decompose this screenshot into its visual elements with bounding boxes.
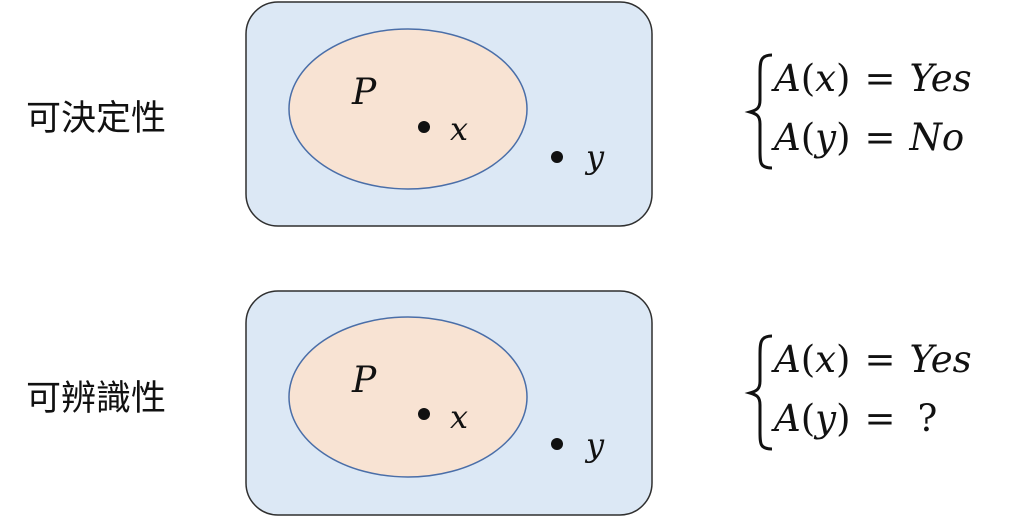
panel-label: 可決定性 bbox=[26, 99, 166, 139]
panel-decidable: 可決定性 P x y A(x) = Yes A(y) = No bbox=[26, 1, 972, 227]
paren-open: ( bbox=[801, 57, 815, 100]
equals-sign: = bbox=[865, 397, 896, 440]
set-p-ellipse bbox=[288, 28, 528, 190]
svg-text:A(x)=Yes: A(x) = Yes bbox=[771, 338, 972, 381]
fn-arg: y bbox=[813, 116, 837, 159]
svg-text:A(x)=Yes: A(x) = Yes bbox=[771, 57, 972, 100]
case-line-1: A(x) = Yes bbox=[771, 338, 972, 381]
equals-sign: = bbox=[864, 57, 895, 100]
panel-label: 可辨識性 bbox=[26, 379, 166, 419]
svg-text:A(y)=No: A(y) = No bbox=[771, 116, 964, 159]
cases-brace-recognizable bbox=[744, 334, 773, 451]
paren-open: ( bbox=[801, 397, 815, 440]
paren-close: ) bbox=[836, 116, 850, 159]
point-y-label: y bbox=[584, 138, 605, 176]
fn-name: A bbox=[771, 57, 801, 100]
paren-open: ( bbox=[801, 338, 815, 381]
point-x-label: x bbox=[450, 398, 468, 436]
point-x-dot bbox=[418, 121, 430, 133]
equals-sign: = bbox=[864, 338, 895, 381]
unknown-result: ? bbox=[918, 397, 938, 440]
svg-text:A(y)=?: A(y) =? bbox=[771, 397, 937, 440]
cases-brace-decidable bbox=[744, 53, 773, 170]
fn-arg: x bbox=[815, 338, 836, 381]
paren-close: ) bbox=[836, 57, 850, 100]
equals-sign: = bbox=[865, 116, 896, 159]
result-value: No bbox=[909, 116, 965, 159]
set-label: P bbox=[351, 360, 377, 401]
point-x-label: x bbox=[450, 110, 468, 148]
left-brace bbox=[744, 334, 773, 451]
result-value: Yes bbox=[910, 57, 972, 100]
point-y-dot bbox=[551, 438, 563, 450]
fn-arg: x bbox=[815, 57, 836, 100]
fn-name: A bbox=[771, 338, 801, 381]
case-line-2: A(y) = No bbox=[771, 116, 964, 159]
point-y-label: y bbox=[584, 426, 605, 464]
paren-close: ) bbox=[836, 397, 850, 440]
case-line-1: A(x) = Yes bbox=[771, 57, 972, 100]
set-p-ellipse bbox=[288, 316, 528, 478]
fn-name: A bbox=[771, 116, 801, 159]
result-value: Yes bbox=[910, 338, 972, 381]
fn-arg: y bbox=[813, 397, 837, 440]
case-line-2: A(y) =? bbox=[771, 397, 937, 440]
fn-name: A bbox=[771, 397, 801, 440]
left-brace bbox=[744, 53, 773, 170]
point-y-dot bbox=[551, 151, 563, 163]
point-x-dot bbox=[418, 408, 430, 420]
set-label: P bbox=[351, 72, 377, 113]
paren-open: ( bbox=[801, 116, 815, 159]
paren-close: ) bbox=[836, 338, 850, 381]
panel-recognizable: 可辨識性 P x y A(x) = Yes A(y) =? bbox=[26, 290, 972, 516]
